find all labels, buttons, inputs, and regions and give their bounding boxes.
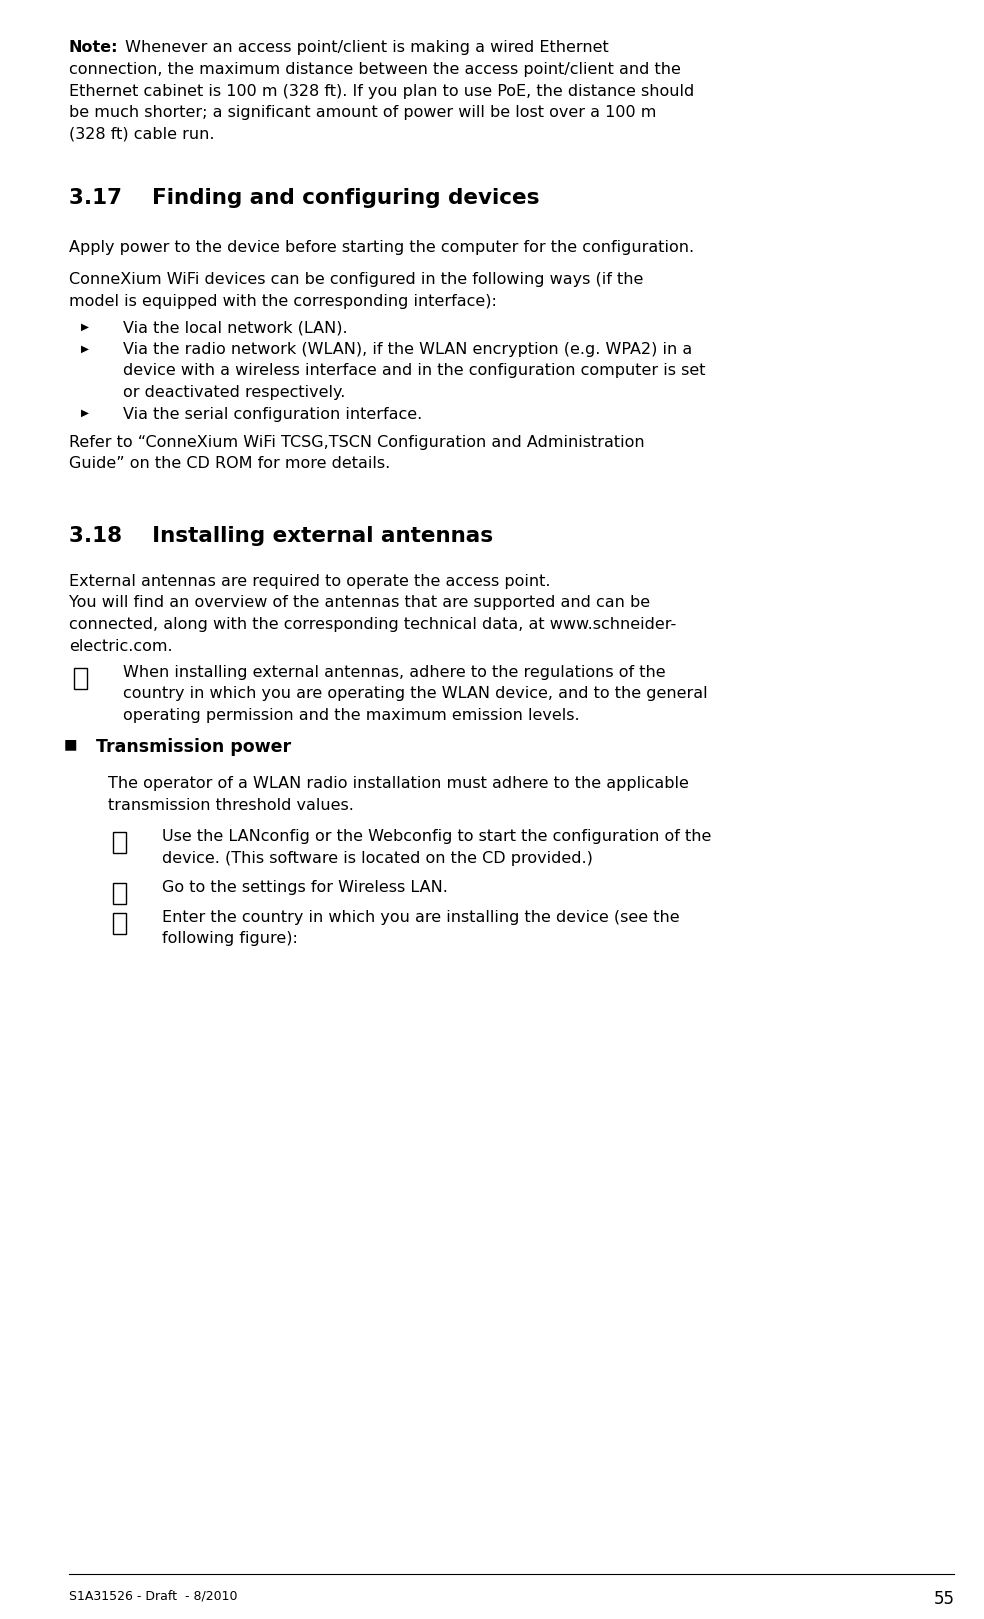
Text: model is equipped with the corresponding interface):: model is equipped with the corresponding… — [69, 295, 497, 309]
Text: device. (This software is located on the CD provided.): device. (This software is located on the… — [162, 850, 593, 866]
Text: ■: ■ — [64, 738, 78, 751]
Text: Apply power to the device before starting the computer for the configuration.: Apply power to the device before startin… — [69, 240, 694, 254]
Text: 3.17    Finding and configuring devices: 3.17 Finding and configuring devices — [69, 188, 539, 209]
Text: Go to the settings for Wireless LAN.: Go to the settings for Wireless LAN. — [162, 881, 449, 895]
Text: Ethernet cabinet is 100 m (328 ft). If you plan to use PoE, the distance should: Ethernet cabinet is 100 m (328 ft). If y… — [69, 84, 694, 99]
FancyBboxPatch shape — [113, 884, 126, 905]
Text: 3.18    Installing external antennas: 3.18 Installing external antennas — [69, 526, 493, 546]
Text: Refer to “ConneXium WiFi TCSG,TSCN Configuration and Administration: Refer to “ConneXium WiFi TCSG,TSCN Confi… — [69, 434, 645, 450]
Text: ConneXium WiFi devices can be configured in the following ways (if the: ConneXium WiFi devices can be configured… — [69, 272, 644, 288]
Text: country in which you are operating the WLAN device, and to the general: country in which you are operating the W… — [123, 686, 707, 701]
Text: ▶: ▶ — [81, 408, 89, 418]
Text: When installing external antennas, adhere to the regulations of the: When installing external antennas, adher… — [123, 665, 665, 680]
Text: ▶: ▶ — [81, 343, 89, 353]
Text: or deactivated respectively.: or deactivated respectively. — [123, 385, 345, 400]
Text: (328 ft) cable run.: (328 ft) cable run. — [69, 126, 215, 142]
Text: transmission threshold values.: transmission threshold values. — [108, 798, 354, 813]
Text: Use the LANconfig or the Webconfig to start the configuration of the: Use the LANconfig or the Webconfig to st… — [162, 829, 711, 843]
Text: The operator of a WLAN radio installation must adhere to the applicable: The operator of a WLAN radio installatio… — [108, 777, 689, 792]
Text: External antennas are required to operate the access point.: External antennas are required to operat… — [69, 573, 550, 589]
Text: Whenever an access point/client is making a wired Ethernet: Whenever an access point/client is makin… — [120, 40, 609, 55]
Text: connection, the maximum distance between the access point/client and the: connection, the maximum distance between… — [69, 62, 681, 78]
Text: Enter the country in which you are installing the device (see the: Enter the country in which you are insta… — [162, 910, 680, 924]
FancyBboxPatch shape — [113, 913, 126, 934]
Text: Via the radio network (WLAN), if the WLAN encryption (e.g. WPA2) in a: Via the radio network (WLAN), if the WLA… — [123, 342, 693, 356]
Text: You will find an overview of the antennas that are supported and can be: You will find an overview of the antenna… — [69, 596, 650, 610]
Text: connected, along with the corresponding technical data, at www.schneider-: connected, along with the corresponding … — [69, 617, 676, 631]
Text: device with a wireless interface and in the configuration computer is set: device with a wireless interface and in … — [123, 363, 706, 379]
Text: operating permission and the maximum emission levels.: operating permission and the maximum emi… — [123, 708, 580, 724]
Text: S1A31526 - Draft  - 8/2010: S1A31526 - Draft - 8/2010 — [69, 1590, 237, 1603]
Text: following figure):: following figure): — [162, 931, 298, 947]
Text: 55: 55 — [934, 1590, 954, 1608]
FancyBboxPatch shape — [74, 669, 87, 690]
Text: electric.com.: electric.com. — [69, 638, 172, 654]
Text: Guide” on the CD ROM for more details.: Guide” on the CD ROM for more details. — [69, 457, 390, 471]
FancyBboxPatch shape — [113, 832, 126, 853]
Text: Note:: Note: — [69, 40, 118, 55]
Text: Via the local network (LAN).: Via the local network (LAN). — [123, 321, 347, 335]
Text: Transmission power: Transmission power — [96, 738, 291, 756]
Text: Via the serial configuration interface.: Via the serial configuration interface. — [123, 406, 422, 421]
Text: ▶: ▶ — [81, 322, 89, 332]
Text: be much shorter; a significant amount of power will be lost over a 100 m: be much shorter; a significant amount of… — [69, 105, 656, 120]
